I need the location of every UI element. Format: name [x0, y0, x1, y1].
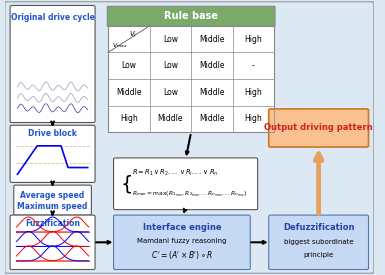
Text: Middle: Middle: [199, 88, 225, 97]
FancyBboxPatch shape: [269, 215, 368, 270]
Text: High: High: [244, 114, 262, 123]
Text: biggest subordinate: biggest subordinate: [284, 239, 353, 245]
Text: Middle: Middle: [116, 88, 142, 97]
Text: Output driving pattern: Output driving pattern: [264, 123, 373, 133]
Text: $V_i$: $V_i$: [129, 30, 137, 40]
Text: Defuzzification: Defuzzification: [283, 223, 354, 232]
Text: principle: principle: [303, 252, 334, 258]
Text: High: High: [244, 88, 262, 97]
Text: Average speed: Average speed: [20, 191, 85, 200]
FancyBboxPatch shape: [10, 215, 95, 270]
Text: Middle: Middle: [157, 114, 183, 123]
Text: Original drive cycle: Original drive cycle: [11, 13, 94, 22]
Text: Middle: Middle: [199, 35, 225, 44]
Text: Low: Low: [121, 61, 136, 70]
Text: $R_{max} = \max(R_{1_{max}}, R_{2_{max}}...R_{n_{max}}...R_{n_{max}})$: $R_{max} = \max(R_{1_{max}}, R_{2_{max}}…: [132, 190, 248, 199]
Text: High: High: [120, 114, 138, 123]
Text: High: High: [244, 35, 262, 44]
Text: Drive block: Drive block: [28, 129, 77, 138]
FancyBboxPatch shape: [5, 1, 374, 274]
Text: Maximum speed: Maximum speed: [17, 202, 88, 211]
Text: {: {: [121, 174, 133, 193]
FancyBboxPatch shape: [10, 6, 95, 123]
Text: $R = R_1\vee R_2...\vee R_i...\vee R_n$: $R = R_1\vee R_2...\vee R_i...\vee R_n$: [132, 167, 218, 178]
Text: Fuzzification: Fuzzification: [25, 219, 80, 228]
Text: Rule base: Rule base: [164, 11, 218, 21]
FancyBboxPatch shape: [108, 26, 274, 132]
FancyBboxPatch shape: [14, 185, 91, 215]
Text: Low: Low: [163, 88, 178, 97]
Text: $V_{max}$: $V_{max}$: [112, 41, 128, 50]
FancyBboxPatch shape: [10, 125, 95, 182]
Text: $C' = (A' \times B') \circ R$: $C' = (A' \times B') \circ R$: [151, 249, 213, 261]
FancyBboxPatch shape: [107, 6, 275, 26]
FancyBboxPatch shape: [114, 158, 258, 210]
Text: Mamdani fuzzy reasoning: Mamdani fuzzy reasoning: [137, 238, 227, 244]
Text: Middle: Middle: [199, 114, 225, 123]
Text: Low: Low: [163, 35, 178, 44]
Text: Interface engine: Interface engine: [142, 223, 221, 232]
Text: Low: Low: [163, 61, 178, 70]
FancyBboxPatch shape: [114, 215, 250, 270]
Text: -: -: [252, 61, 255, 70]
Text: Middle: Middle: [199, 61, 225, 70]
FancyBboxPatch shape: [269, 109, 368, 147]
